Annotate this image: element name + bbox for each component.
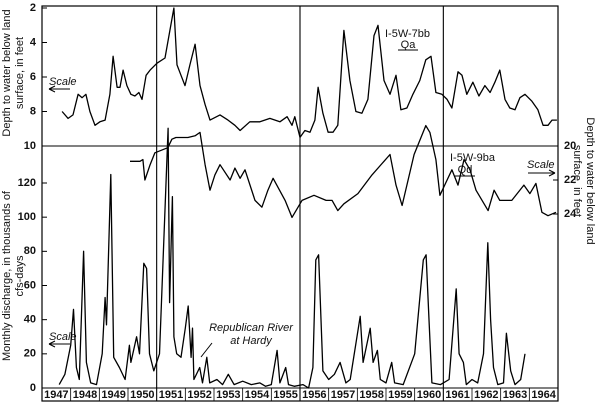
y-tick-label: 40 bbox=[24, 314, 36, 326]
y-tick-label: 100 bbox=[18, 211, 36, 223]
y-tick-label: 2 bbox=[30, 2, 36, 14]
series-line bbox=[130, 124, 557, 219]
y-tick-label: 6 bbox=[30, 71, 36, 83]
series-line bbox=[58, 127, 526, 389]
label-leader bbox=[200, 342, 213, 358]
x-tick-label: 1957 bbox=[331, 389, 355, 401]
y-tick-label: 0 bbox=[30, 382, 36, 394]
x-tick-label: 1954 bbox=[245, 389, 270, 401]
series-unit: Qa bbox=[401, 39, 417, 51]
y-tick-label: 10 bbox=[24, 140, 36, 152]
y-axis-label: Monthly discharge, in thousands of cfs-d… bbox=[1, 191, 26, 361]
x-tick-label: 1953 bbox=[216, 389, 240, 401]
y-tick-label: 4 bbox=[30, 36, 37, 48]
x-tick-label: 1950 bbox=[130, 389, 154, 401]
x-tick-label: 1947 bbox=[44, 389, 68, 401]
y2-tick-label: 24 bbox=[564, 208, 577, 220]
y2-tick-label: 20 bbox=[564, 140, 576, 152]
scale-arrow bbox=[48, 340, 70, 348]
y2-axis-label: Depth to water below land surface, in fe… bbox=[571, 117, 596, 245]
x-tick-label: 1948 bbox=[73, 389, 97, 401]
series-line bbox=[61, 7, 557, 139]
x-tick-label: 1951 bbox=[159, 389, 183, 401]
scale-label: Scale bbox=[49, 331, 77, 343]
y-tick-label: 8 bbox=[30, 105, 36, 117]
series-label: I-5W-9ba bbox=[450, 152, 496, 164]
x-tick-label: 1949 bbox=[101, 389, 125, 401]
series-label: Republican River at Hardy bbox=[209, 322, 293, 347]
scale-label: Scale bbox=[49, 76, 77, 88]
y-tick-label: 80 bbox=[24, 245, 36, 257]
x-tick-label: 1952 bbox=[187, 389, 211, 401]
y2-tick-label: 22 bbox=[564, 174, 576, 186]
x-tick-label: 1960 bbox=[417, 389, 441, 401]
x-tick-label: 1964 bbox=[531, 389, 556, 401]
x-tick-label: 1959 bbox=[388, 389, 412, 401]
y-axis-label: Depth to water below land surface, in fe… bbox=[1, 9, 26, 137]
scale-label: Scale bbox=[527, 159, 555, 171]
x-tick-label: 1962 bbox=[474, 389, 498, 401]
x-tick-label: 1958 bbox=[359, 389, 383, 401]
x-tick-label: 1963 bbox=[503, 389, 527, 401]
y-tick-label: 60 bbox=[24, 279, 36, 291]
y-tick-label: 20 bbox=[24, 348, 36, 360]
x-tick-label: 1961 bbox=[445, 389, 469, 401]
x-tick-label: 1956 bbox=[302, 389, 326, 401]
scale-arrow bbox=[528, 169, 556, 177]
scale-arrow bbox=[48, 85, 70, 93]
y-tick-label: 120 bbox=[18, 177, 36, 189]
series-label: I-5W-7bb bbox=[385, 28, 430, 40]
x-tick-label: 1955 bbox=[273, 389, 297, 401]
